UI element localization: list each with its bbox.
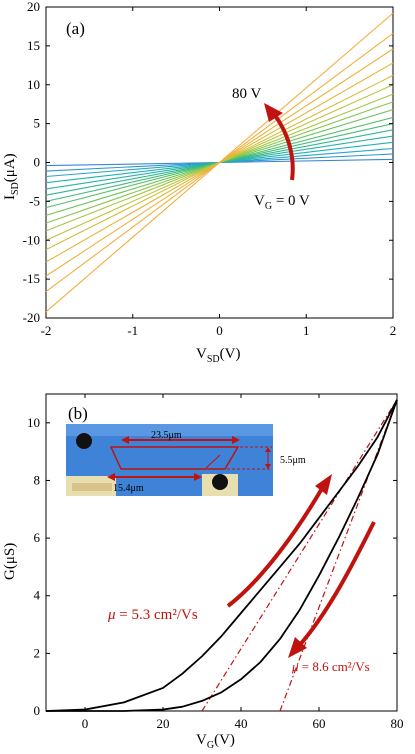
panel-a-curves [45, 12, 394, 313]
x-tick-label: 2 [390, 323, 397, 338]
panel-b: 0 20 40 60 80 0 2 4 6 8 10 (b) 23.5μm 15.4μm [2, 393, 404, 751]
inset-label-15-4: 15.4μm [113, 483, 144, 494]
gate-sweep-arrow [272, 112, 295, 181]
y-tick-label: 8 [34, 472, 41, 487]
y-tick-label: -5 [29, 193, 40, 208]
x-tick-label: 1 [303, 323, 310, 338]
inset-arrowhead [194, 473, 202, 481]
x-tick-label: 40 [235, 716, 248, 731]
x-tick-label: 80 [391, 716, 404, 731]
gate-sweep-arrowhead [264, 103, 283, 122]
y-tick-label: 10 [27, 415, 40, 430]
y-tick-label: 10 [27, 77, 40, 92]
y-tick-label: 2 [34, 645, 41, 660]
mobility-label-1: μ = 5.3 cm²/Vs [107, 607, 198, 623]
inset-contact-left [76, 433, 92, 449]
panel-b-xlabel: VG(V) [196, 732, 235, 751]
panel-b-label: (b) [68, 404, 88, 423]
forward-sweep-arrowhead [315, 474, 332, 495]
mobility-label-2: μ = 8.6 cm²/Vs [291, 659, 370, 674]
y-tick-label: 15 [27, 38, 40, 53]
annotation-80v: 80 V [232, 86, 261, 102]
panel-a-xlabel: VSD(V) [196, 346, 240, 365]
mobility-fit-line [279, 399, 398, 712]
y-tick-label: 5 [34, 116, 41, 131]
y-tick-label: 0 [34, 703, 41, 718]
inset-substrate-top [66, 424, 273, 436]
inset-arrowhead [107, 473, 115, 481]
x-tick-label: 0 [216, 323, 223, 338]
inset-label-5-5: 5.5μm [280, 455, 306, 466]
inset-label-23-5: 23.5μm [151, 430, 182, 441]
y-tick-label: 4 [34, 588, 41, 603]
mobility-fit-line [201, 399, 398, 712]
y-tick-label: -20 [23, 310, 40, 325]
iv-curve-line [45, 12, 394, 313]
reverse-sweep-arrowhead [288, 637, 307, 658]
reverse-sweep-arrow [296, 521, 376, 649]
y-tick-label: 0 [34, 155, 41, 170]
inset-arrowhead [265, 447, 271, 452]
inset-arrowhead [121, 436, 129, 444]
panel-b-fit-lines [201, 399, 398, 712]
panel-b-ticks: 0 20 40 60 80 0 2 4 6 8 10 [27, 394, 404, 731]
y-tick-label: 20 [27, 0, 40, 14]
x-tick-label: 0 [82, 716, 89, 731]
inset-pad-left-texture [72, 483, 112, 491]
inset-channel-outline [109, 446, 240, 470]
inset-arrowhead [232, 436, 240, 444]
x-tick-label: 20 [157, 716, 170, 731]
x-tick-label: 60 [313, 716, 326, 731]
transfer-curve [45, 399, 398, 712]
y-tick-label: -15 [23, 271, 40, 286]
x-tick-label: -1 [127, 323, 138, 338]
device-inset: 23.5μm 15.4μm 5.5μm [66, 424, 306, 496]
annotation-vg-0v: VG = 0 V [254, 193, 310, 212]
transfer-curve [46, 399, 398, 712]
forward-sweep-arrow [226, 483, 326, 608]
inset-contact-right [212, 474, 228, 490]
inset-channel-diagonal [205, 454, 221, 469]
inset-arrowhead [265, 464, 271, 469]
panel-b-ylabel: G(μS) [2, 543, 18, 580]
panel-b-curves [45, 399, 398, 712]
x-tick-label: -2 [41, 323, 52, 338]
panel-a-label: (a) [66, 19, 85, 38]
y-tick-label: 6 [34, 530, 41, 545]
panel-a-ylabel: ISD(μA) [2, 153, 21, 200]
y-tick-label: -10 [23, 232, 40, 247]
